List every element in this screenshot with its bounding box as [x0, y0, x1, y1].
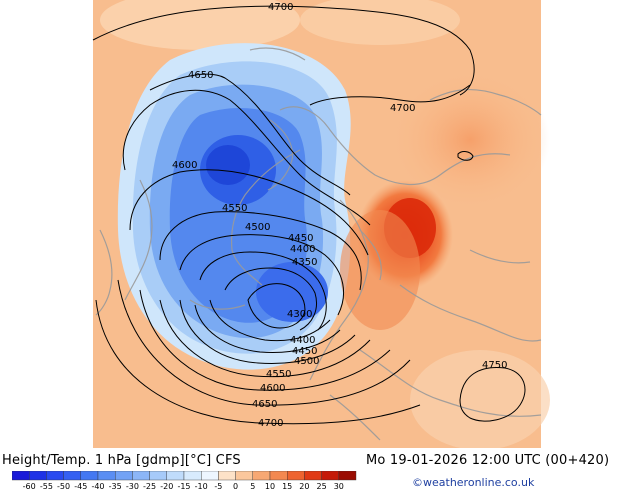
color-scale-tick: -40: [91, 482, 104, 490]
contour-label: 4700: [258, 418, 283, 429]
color-scale-tick: -15: [177, 482, 190, 490]
contour-label: 4400: [290, 244, 315, 255]
color-scale-cell: [269, 471, 288, 481]
color-scale-cell: [218, 471, 236, 481]
color-scale-tick: -20: [160, 482, 173, 490]
color-scale-cell: [287, 471, 305, 481]
contour-label: 4650: [188, 70, 213, 81]
color-scale-cell: [304, 471, 322, 481]
color-scale-cell: [46, 471, 64, 481]
contour-label: 4400: [290, 335, 315, 346]
color-scale-tick: -55: [40, 482, 53, 490]
contour-label: 4750: [482, 360, 507, 371]
color-scale-cell: [183, 471, 202, 481]
color-scale-tick: -30: [126, 482, 139, 490]
contour-label: 4550: [266, 369, 291, 380]
color-scale-cell: [235, 471, 254, 481]
color-scale-cell: [149, 471, 168, 481]
color-scale-tick: 25: [317, 482, 327, 490]
contour-label: 4700: [390, 103, 415, 114]
color-scale-tick: -5: [214, 482, 222, 490]
contour-label: 4500: [245, 222, 270, 233]
color-scale-cell: [132, 471, 150, 481]
color-scale-cell: [12, 471, 30, 481]
color-scale-tick: -45: [74, 482, 87, 490]
contour-label: 4450: [288, 233, 313, 244]
color-scale-cell: [97, 471, 116, 481]
color-scale-cell: [114, 471, 133, 481]
contour-label: 4500: [294, 356, 319, 367]
contour-label: 4550: [222, 203, 247, 214]
color-scale-tick: 15: [282, 482, 292, 490]
weather-map: 4700 4650 4700 4600 4550 4500 4450 4400 …: [92, 0, 550, 448]
height-contours: [92, 5, 526, 425]
color-scale-cell: [63, 471, 81, 481]
contour-label: 4450: [292, 346, 317, 357]
color-scale-tick: 5: [250, 482, 255, 490]
color-scale-cell: [321, 471, 340, 481]
color-scale-tick: -35: [109, 482, 122, 490]
color-scale-tick: 20: [299, 482, 309, 490]
color-scale-tick: -60: [23, 482, 36, 490]
contour-label: 4300: [287, 309, 312, 320]
color-scale-cell: [166, 471, 185, 481]
color-scale: -60 -55 -50 -45 -40 -35 -30 -25 -20 -15 -10 -5 0 5 10 1…: [12, 471, 357, 490]
contour-label: 4700: [268, 2, 293, 13]
contour-label: 4600: [172, 160, 197, 171]
color-scale-tick: -10: [195, 482, 208, 490]
color-scale-tick: 30: [334, 482, 344, 490]
credit-link[interactable]: ©weatheronline.co.uk: [412, 476, 535, 489]
color-scale-cell: [338, 471, 357, 481]
color-scale-tick: -50: [57, 482, 70, 490]
color-scale-cell: [200, 471, 219, 481]
contour-label: 4350: [292, 257, 317, 268]
map-title: Height/Temp. 1 hPa [gdmp][°C] CFS: [2, 453, 241, 468]
color-scale-cell: [80, 471, 99, 481]
map-timestamp: Mo 19-01-2026 12:00 UTC (00+420): [366, 453, 610, 468]
color-scale-tick: -25: [143, 482, 156, 490]
footer: Height/Temp. 1 hPa [gdmp][°C] CFS Mo 19-…: [0, 448, 634, 490]
coastlines: [95, 47, 542, 441]
contour-label: 4650: [252, 399, 277, 410]
color-scale-cell: [252, 471, 271, 481]
color-scale-tick: 10: [265, 482, 275, 490]
color-scale-tick: 0: [233, 482, 238, 490]
contour-labels: 4700 4650 4700 4600 4550 4500 4450 4400 …: [172, 2, 507, 429]
contour-label: 4600: [260, 383, 285, 394]
color-scale-cell: [29, 471, 47, 481]
